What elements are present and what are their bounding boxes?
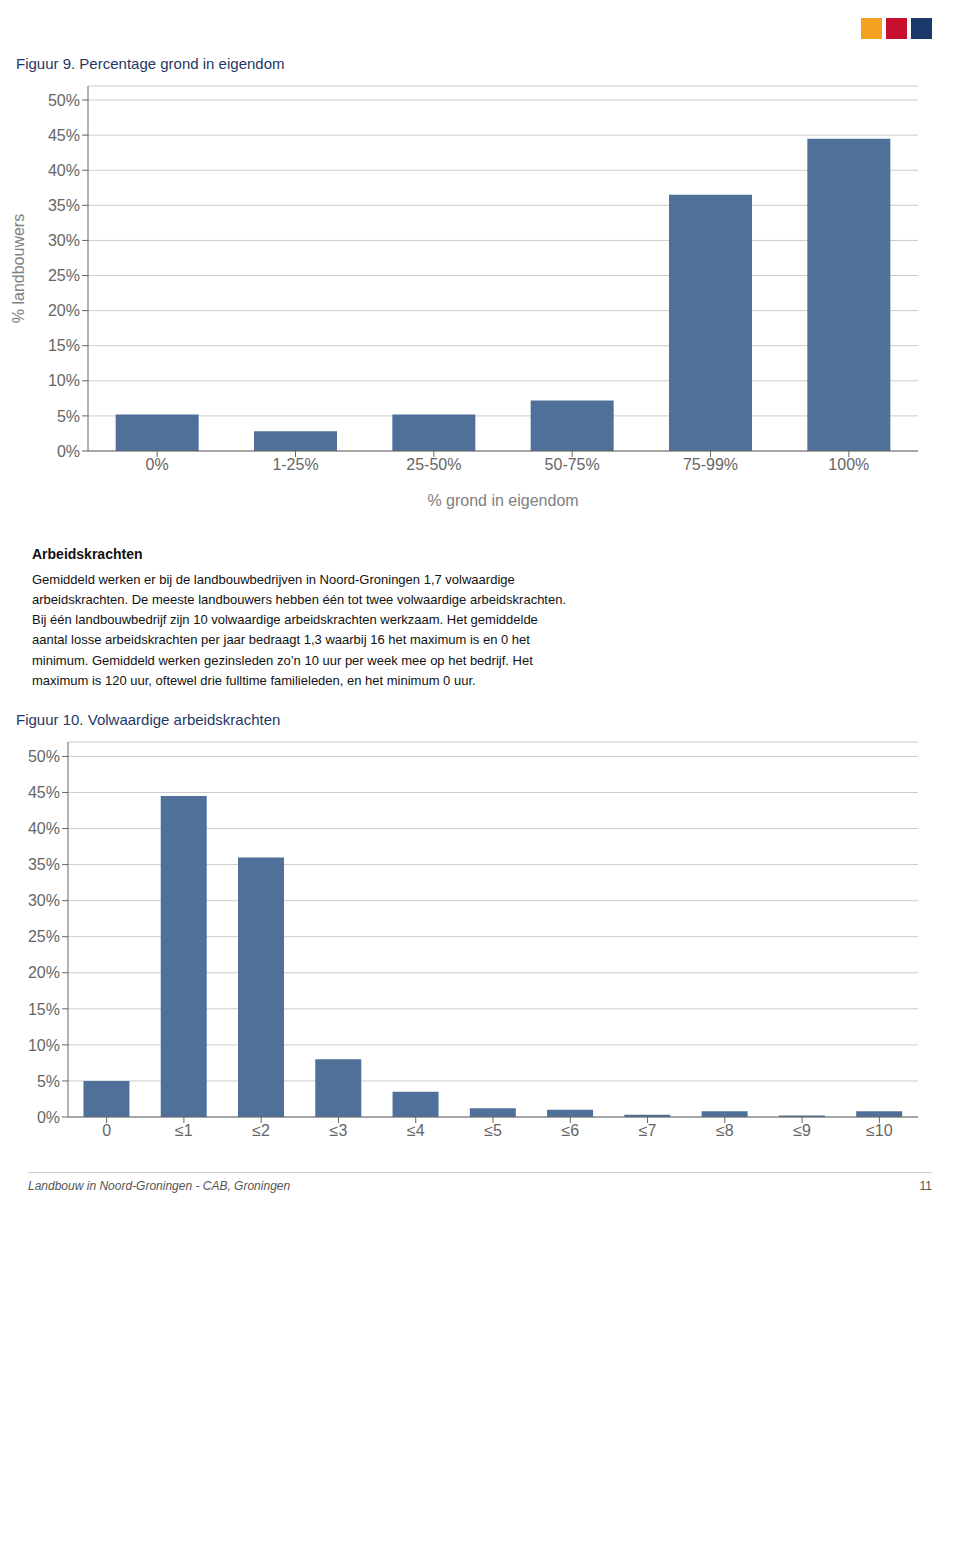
svg-text:0: 0: [102, 1122, 111, 1139]
svg-text:45%: 45%: [28, 784, 60, 801]
svg-text:25%: 25%: [28, 928, 60, 945]
svg-text:45%: 45%: [48, 127, 80, 144]
svg-text:50%: 50%: [28, 748, 60, 765]
html-text:Landbouw in Noord-Groningen -: Landbouw in Noord-Groningen - CAB, Groni…: [28, 1178, 291, 1193]
svg-text:20%: 20%: [48, 302, 80, 319]
html-text:arbeidskrachten. De meeste lan: arbeidskrachten. De meeste landbouwers h…: [32, 592, 567, 608]
svg-text:% landbouwers: % landbouwers: [10, 214, 27, 323]
svg-text:≤2: ≤2: [252, 1122, 270, 1139]
html-text:Arbeidskrachten: Arbeidskrachten: [32, 546, 143, 562]
svg-text:75-99%: 75-99%: [683, 456, 738, 473]
svg-text:0%: 0%: [57, 443, 80, 460]
svg-text:5%: 5%: [57, 408, 80, 425]
svg-text:≤4: ≤4: [407, 1122, 425, 1139]
svg-text:100%: 100%: [828, 456, 869, 473]
svg-text:30%: 30%: [48, 232, 80, 249]
html-text:Figuur 9. Percentage grond in: Figuur 9. Percentage grond in eigendom: [16, 55, 285, 72]
svg-text:% grond in eigendom: % grond in eigendom: [427, 492, 578, 509]
svg-text:30%: 30%: [28, 892, 60, 909]
svg-text:25%: 25%: [48, 267, 80, 284]
svg-text:≤1: ≤1: [175, 1122, 193, 1139]
html-text:Figuur 10. Volwaardige arbeids: Figuur 10. Volwaardige arbeidskrachten: [16, 710, 281, 728]
svg-text:≤6: ≤6: [561, 1122, 579, 1139]
html-text:aantal losse arbeidskrachten p: aantal losse arbeidskrachten per jaar be…: [32, 632, 530, 648]
html-text:Gemiddeld werken er bij de lan: Gemiddeld werken er bij de landbouwbedri…: [32, 572, 515, 587]
svg-text:15%: 15%: [48, 337, 80, 354]
svg-text:40%: 40%: [48, 162, 80, 179]
svg-text:≤5: ≤5: [484, 1122, 502, 1139]
svg-text:50%: 50%: [48, 92, 80, 109]
svg-text:35%: 35%: [48, 197, 80, 214]
html-text:Bij één landbouwbedrijf zijn 1: Bij één landbouwbedrijf zijn 10 volwaard…: [32, 612, 538, 628]
html-text:minimum. Gemiddeld werken gezi: minimum. Gemiddeld werken gezinsleden zo…: [32, 652, 533, 668]
svg-text:≤7: ≤7: [639, 1122, 657, 1139]
svg-text:≤3: ≤3: [330, 1122, 348, 1139]
svg-text:20%: 20%: [28, 964, 60, 981]
svg-text:50-75%: 50-75%: [545, 456, 600, 473]
svg-text:≤8: ≤8: [716, 1122, 734, 1139]
svg-text:10%: 10%: [28, 1036, 60, 1053]
svg-text:40%: 40%: [28, 820, 60, 837]
svg-text:15%: 15%: [28, 1000, 60, 1017]
svg-text:≤10: ≤10: [866, 1122, 893, 1139]
svg-text:25-50%: 25-50%: [406, 456, 461, 473]
svg-text:35%: 35%: [28, 856, 60, 873]
svg-text:≤9: ≤9: [793, 1122, 811, 1139]
svg-text:0%: 0%: [146, 456, 169, 473]
svg-text:1-25%: 1-25%: [272, 456, 318, 473]
svg-text:5%: 5%: [37, 1072, 60, 1089]
html-text:11: 11: [919, 1178, 932, 1193]
html-text:maximum is 120 uur, oftewel dr: maximum is 120 uur, oftewel drie fulltim…: [32, 672, 476, 688]
svg-text:10%: 10%: [48, 372, 80, 389]
svg-text:0%: 0%: [37, 1109, 60, 1126]
